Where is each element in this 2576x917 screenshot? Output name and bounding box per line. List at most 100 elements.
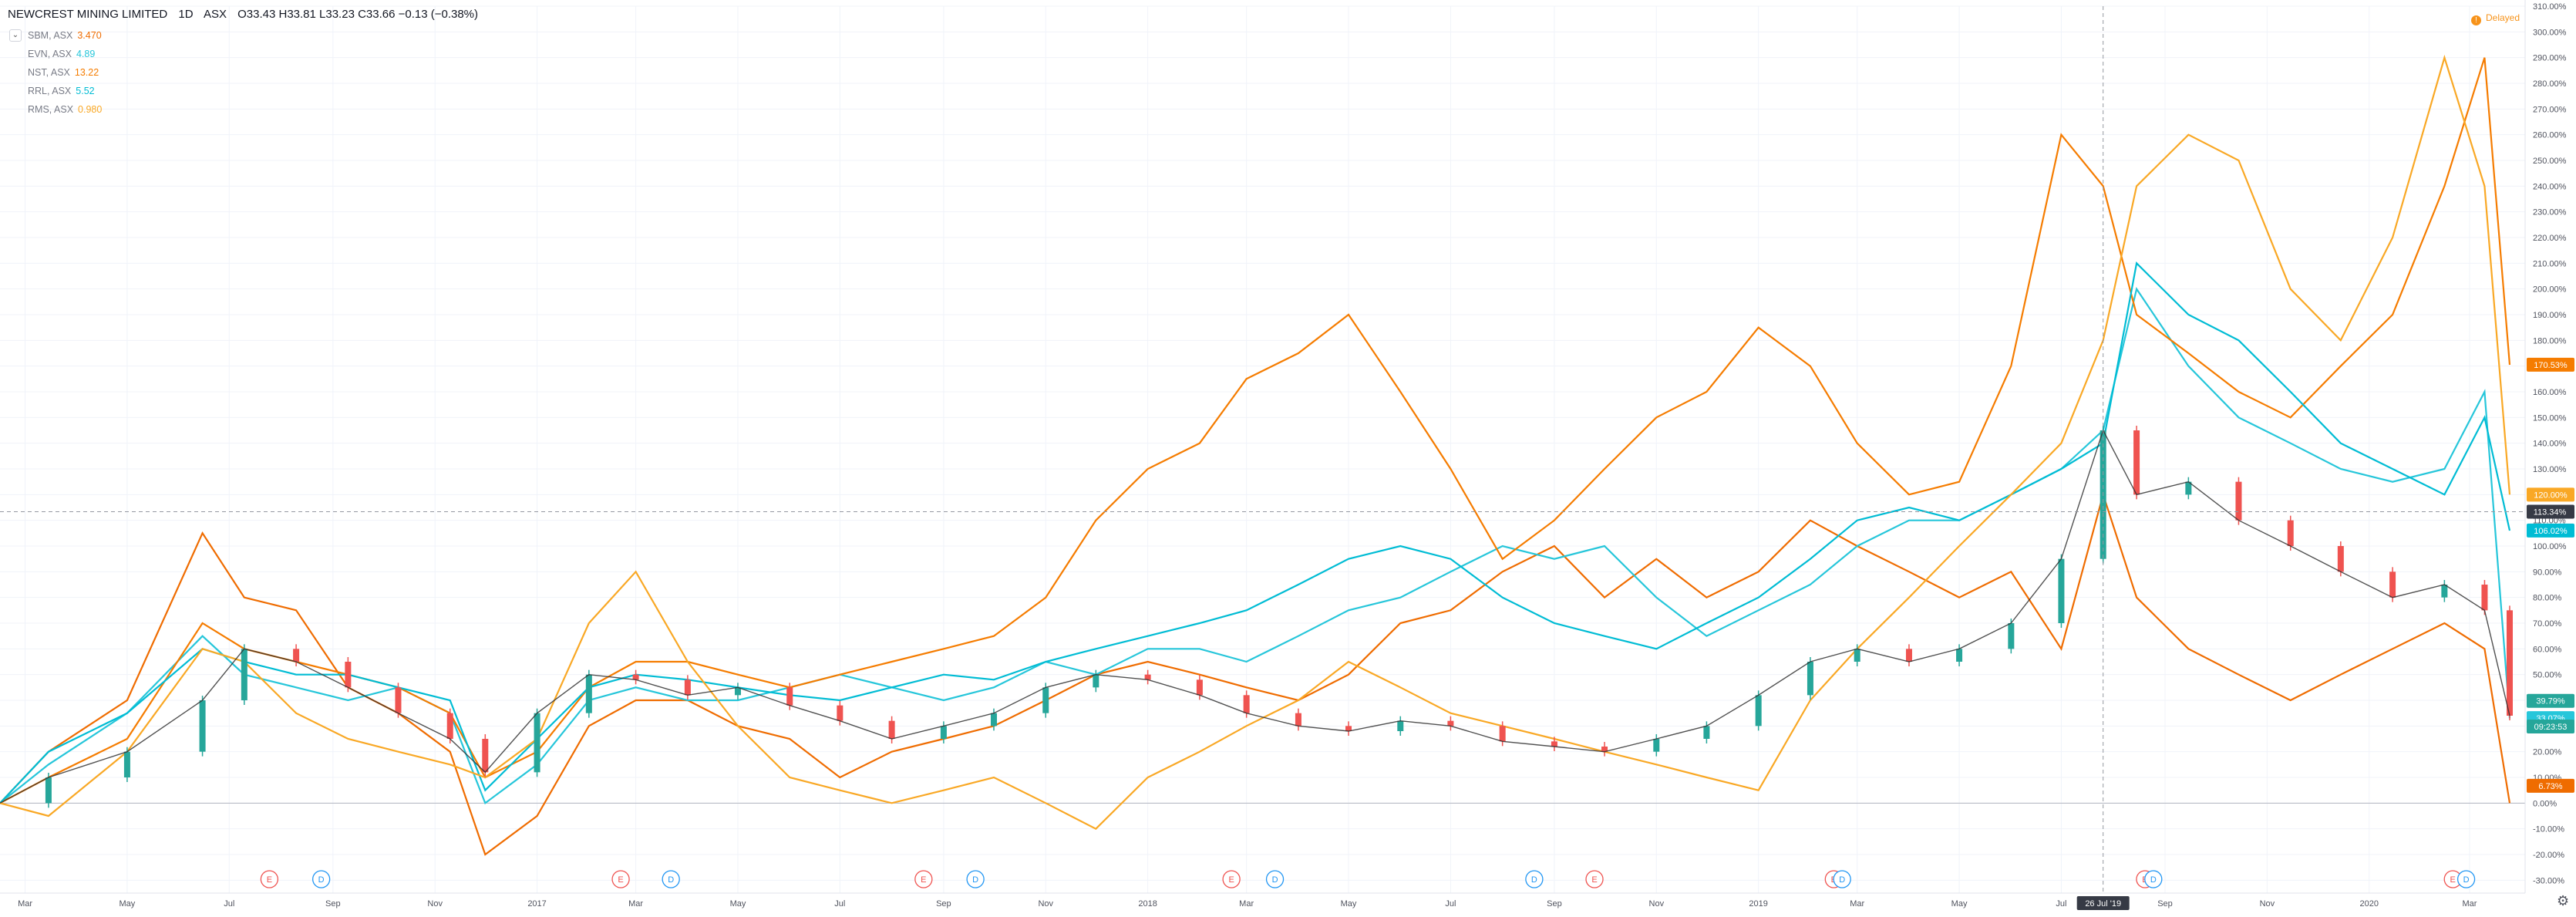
candle-body[interactable] (1755, 695, 1762, 727)
candle-body[interactable] (1042, 687, 1049, 713)
dividend-marker[interactable] (2456, 870, 2476, 888)
delayed-badge[interactable]: ! Delayed (2471, 12, 2520, 25)
time-axis-tick-label: Jul (834, 899, 845, 909)
candle-body[interactable] (1854, 649, 1860, 662)
candle-body[interactable] (786, 687, 793, 706)
earnings-marker[interactable] (914, 870, 933, 888)
price-axis-tick-label: 290.00% (2533, 54, 2567, 63)
symbol-name[interactable]: NEWCREST MINING LIMITED (8, 8, 168, 21)
candle-body[interactable] (2389, 571, 2396, 598)
interval-label[interactable]: 1D (178, 8, 194, 21)
earnings-marker[interactable] (611, 870, 630, 888)
candle-body[interactable] (1601, 747, 1608, 752)
dividend-marker[interactable] (662, 870, 680, 888)
price-axis-tick-label: 180.00% (2533, 336, 2567, 346)
candle-body[interactable] (940, 726, 947, 739)
candle-body[interactable] (482, 739, 489, 773)
candle-body[interactable] (734, 687, 741, 696)
candle-body[interactable] (585, 674, 592, 713)
candle-body[interactable] (1447, 720, 1454, 727)
price-axis-tick-label: 160.00% (2533, 388, 2567, 397)
dividend-marker[interactable] (1265, 870, 1285, 888)
legend-row-4[interactable]: RRL, ASX 5.52 (28, 82, 102, 100)
countdown-label-box (2527, 720, 2574, 733)
series-line-2[interactable] (0, 287, 2511, 805)
dividend-marker[interactable] (966, 870, 985, 888)
candle-body[interactable] (1243, 695, 1250, 713)
candle-body[interactable] (2337, 546, 2344, 572)
price-axis-tick-label: 190.00% (2533, 311, 2567, 320)
price-axis[interactable] (2525, 0, 2576, 893)
candle-body[interactable] (2481, 585, 2488, 611)
candle-body[interactable] (395, 687, 402, 713)
candle-body[interactable] (241, 649, 247, 700)
price-axis-tick-label: 0.00% (2533, 799, 2557, 808)
series-line-3[interactable] (0, 57, 2511, 804)
candle-body[interactable] (2235, 481, 2242, 521)
time-axis[interactable] (0, 893, 2525, 913)
time-axis-tick-label: Sep (2157, 899, 2173, 909)
time-axis-tick-label: Nov (1038, 899, 1053, 909)
candle-body[interactable] (2441, 585, 2448, 598)
candle-body[interactable] (293, 649, 300, 662)
candle-body[interactable] (1703, 726, 1710, 739)
candle-body[interactable] (2507, 610, 2513, 716)
candle-body[interactable] (632, 674, 639, 680)
earnings-marker[interactable] (1222, 870, 1241, 888)
candle-body[interactable] (123, 751, 130, 777)
series-line-4[interactable] (0, 261, 2511, 804)
dividend-marker[interactable] (1833, 870, 1851, 888)
legend-row-2[interactable]: EVN, ASX 4.89 (28, 45, 102, 63)
earnings-marker[interactable] (1585, 870, 1604, 888)
time-axis-tick-label: Nov (427, 899, 443, 909)
event-marker-label: D (2463, 875, 2470, 885)
dividend-marker[interactable] (1525, 870, 1544, 888)
dividend-marker[interactable] (311, 870, 331, 888)
earnings-marker[interactable] (260, 870, 279, 888)
candle-body[interactable] (1551, 741, 1557, 747)
legend-row-3[interactable]: NST, ASX 13.22 (28, 63, 102, 82)
candle-body[interactable] (2058, 558, 2065, 623)
price-axis-tick-label: 140.00% (2533, 440, 2567, 449)
legend-collapse-chevron-icon[interactable]: ⌄ (9, 29, 22, 42)
candle-body[interactable] (1905, 649, 1912, 662)
legend-value: 3.470 (77, 30, 102, 41)
candle-body[interactable] (990, 713, 997, 727)
candle-body[interactable] (2133, 430, 2140, 495)
candle-body[interactable] (837, 705, 844, 721)
price-axis-tick-label: 300.00% (2533, 28, 2567, 37)
candle-body[interactable] (1807, 662, 1813, 696)
candle-body[interactable] (1144, 674, 1151, 680)
candle-body[interactable] (1345, 726, 1352, 731)
event-marker-label: D (318, 875, 325, 885)
candle-body[interactable] (446, 713, 453, 739)
candle-body[interactable] (45, 777, 52, 804)
candle-body[interactable] (1397, 720, 1404, 731)
gear-icon[interactable]: ⚙ (2557, 893, 2570, 909)
candle-body[interactable] (684, 679, 691, 696)
candle-body[interactable] (1196, 679, 1203, 696)
candle-body[interactable] (2185, 481, 2192, 495)
legend-row-5[interactable]: RMS, ASX 0.980 (28, 100, 102, 119)
legend-value: 0.980 (78, 104, 103, 115)
candle-body[interactable] (1093, 674, 1099, 688)
event-marker-label: D (1839, 875, 1845, 885)
candle-body[interactable] (1499, 726, 1506, 742)
candle-body[interactable] (345, 662, 352, 688)
dividend-marker[interactable] (2144, 870, 2163, 888)
candle-body[interactable] (1956, 649, 1963, 662)
candle-body[interactable] (2008, 623, 2015, 649)
legend-row-1[interactable]: SBM, ASX 3.470 (28, 26, 102, 45)
base-series-line[interactable] (0, 429, 2510, 804)
candle-body[interactable] (534, 713, 540, 773)
legend-value: 5.52 (76, 86, 95, 96)
candle-body[interactable] (2287, 520, 2294, 546)
series-line-5[interactable] (0, 54, 2511, 831)
candle-body[interactable] (199, 700, 206, 752)
candle-body[interactable] (1295, 713, 1301, 727)
candle-body[interactable] (1653, 739, 1660, 752)
candle-body[interactable] (888, 720, 895, 739)
time-axis-tick-label: Mar (1850, 899, 1864, 909)
